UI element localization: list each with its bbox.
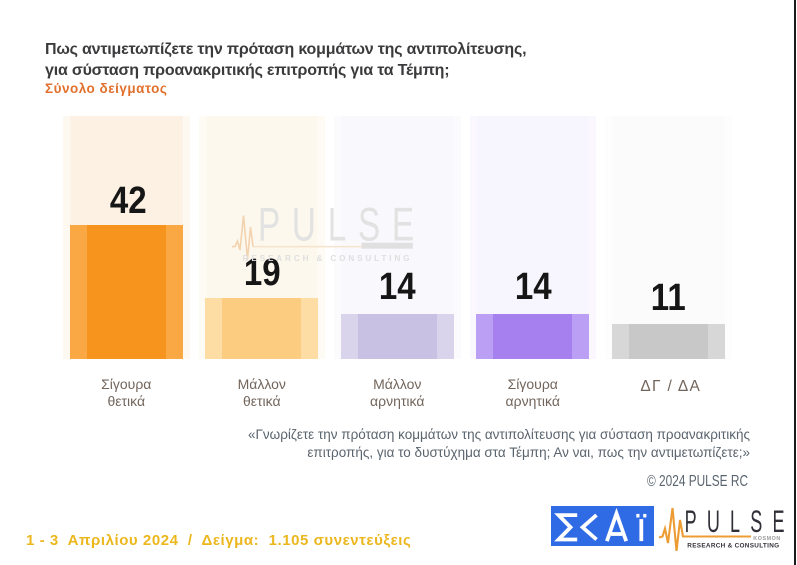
svg-text:PULSE: PULSE [685, 505, 788, 539]
svg-text:RESEARCH & CONSULTING: RESEARCH & CONSULTING [243, 254, 413, 263]
svg-text:RESEARCH & CONSULTING: RESEARCH & CONSULTING [687, 542, 779, 549]
svg-text:PULSE: PULSE [258, 200, 418, 251]
svg-text:KOSMON: KOSMON [753, 536, 781, 542]
